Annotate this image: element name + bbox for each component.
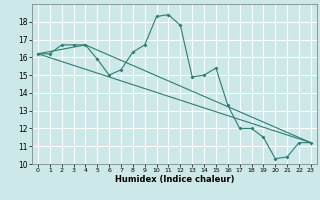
X-axis label: Humidex (Indice chaleur): Humidex (Indice chaleur) xyxy=(115,175,234,184)
